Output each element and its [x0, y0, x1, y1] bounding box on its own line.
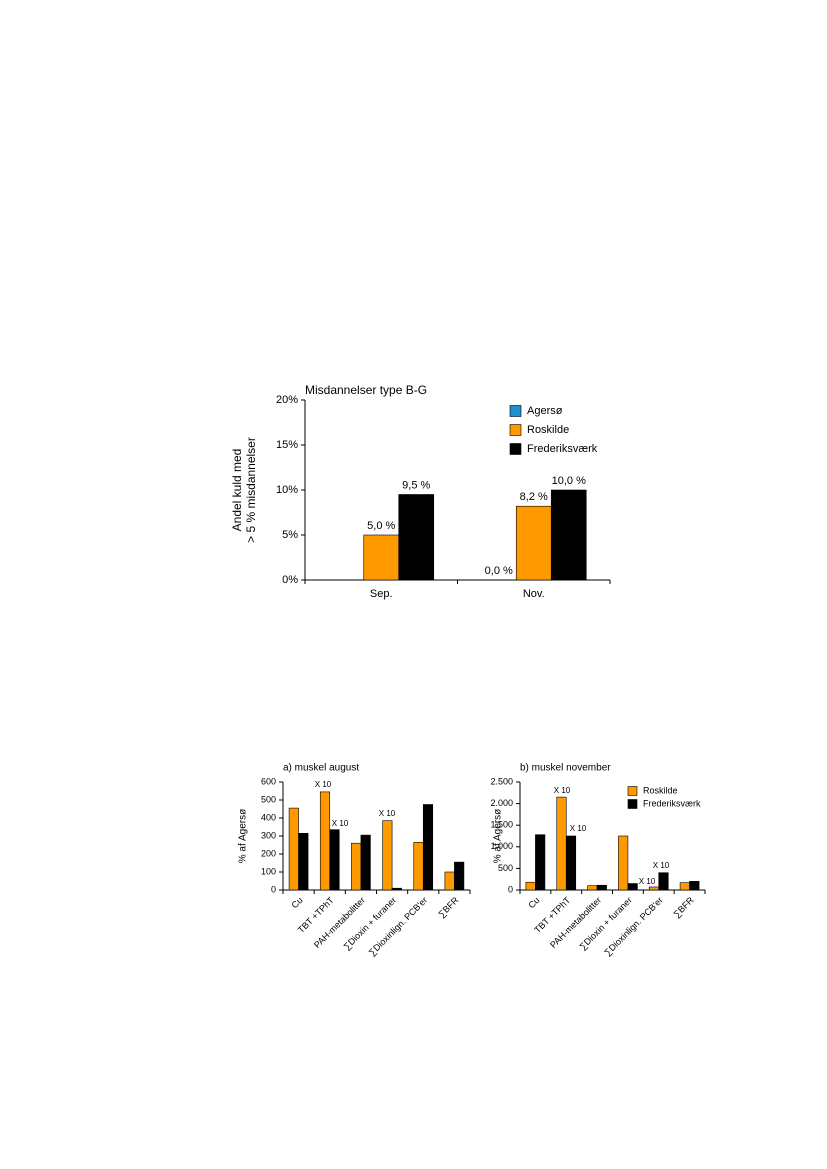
legend-label: Roskilde — [643, 785, 678, 795]
value-label: 0,0 % — [485, 565, 513, 577]
y-tick-label: 200 — [261, 848, 276, 858]
bar — [679, 882, 690, 891]
y-tick-label: 2.000 — [490, 798, 513, 808]
chart: b) muskel november % af Agersø 0 500 1.000 1.… — [490, 763, 706, 958]
y-tick-label: 5% — [282, 529, 298, 541]
bar — [382, 820, 393, 891]
legend-label: Roskilde — [527, 424, 569, 436]
chart-title: Misdannelser type B-G — [305, 383, 427, 397]
value-label: 8,2 % — [520, 491, 548, 503]
legend-label: Frederiksværk — [643, 798, 701, 808]
y-tick-label: 500 — [498, 863, 513, 873]
x-tick-label: ∑BFR — [436, 895, 461, 920]
bar — [627, 883, 638, 891]
legend-swatch — [627, 786, 638, 796]
y-tick-label: 20% — [276, 394, 298, 406]
y-tick-label: 2.500 — [490, 776, 513, 786]
value-label: 5,0 % — [367, 520, 395, 532]
bar — [288, 807, 299, 891]
x-tick-label: ∑Dioxin + furaner — [577, 895, 634, 952]
annotation: X 10 — [379, 809, 396, 818]
legend-label: Frederiksværk — [527, 443, 598, 455]
bar — [391, 887, 402, 891]
y-tick-label: 500 — [261, 794, 276, 804]
value-label: 10,0 % — [552, 475, 586, 487]
chart-title: a) muskel august — [283, 763, 359, 774]
chart-title: b) muskel november — [520, 763, 611, 774]
bar — [454, 861, 465, 891]
bar — [515, 505, 552, 581]
y-tick-label: 10% — [276, 484, 298, 496]
annotation: X 10 — [332, 819, 349, 828]
bar — [565, 835, 577, 891]
chart: Misdannelser type B-G Andel kuld med > 5 %… — [230, 383, 611, 600]
y-axis-label: Andel kuld med — [230, 449, 244, 532]
y-tick-label: 0 — [271, 884, 276, 894]
x-tick-label: Cu — [289, 895, 304, 910]
y-tick-label: 600 — [261, 776, 276, 786]
bar — [413, 841, 424, 891]
bar — [363, 534, 400, 581]
bar — [525, 881, 536, 891]
bar — [360, 834, 371, 891]
bar — [658, 872, 669, 891]
bar — [618, 835, 629, 891]
y-tick-label: 15% — [276, 439, 298, 451]
chart: a) muskel august % af Agersø 0 100 200 300 400… — [238, 763, 471, 958]
bar — [398, 494, 435, 581]
y-axis-label: % af Agersø — [493, 809, 504, 863]
bar — [319, 791, 331, 891]
x-tick-label: ∑BFR — [671, 895, 696, 920]
annotation: X 10 — [653, 861, 670, 870]
bar — [689, 881, 700, 891]
bar — [587, 885, 598, 891]
legend-swatch — [509, 405, 522, 417]
bar — [648, 886, 660, 891]
x-tick-label: Sep. — [370, 588, 393, 600]
legend-label: Agersø — [527, 405, 563, 417]
y-tick-label: 300 — [261, 830, 276, 840]
x-tick-label: ∑Dioxinlign. PCB'er — [602, 895, 665, 958]
y-tick-label: 0% — [282, 574, 298, 586]
y-tick-label: 100 — [261, 866, 276, 876]
x-tick-label: Nov. — [523, 588, 545, 600]
y-tick-label: 0 — [508, 884, 513, 894]
x-tick-label: ∑Dioxinlign. PCB'er — [367, 895, 430, 958]
x-tick-label: Cu — [526, 895, 541, 910]
bar — [550, 489, 587, 581]
legend-swatch — [627, 799, 638, 809]
bar — [556, 796, 567, 891]
y-tick-label: 1.000 — [490, 841, 513, 851]
annotation: X 10 — [570, 824, 587, 833]
bar — [351, 842, 362, 891]
annotation: X 10 — [554, 786, 571, 795]
y-tick-label: 400 — [261, 812, 276, 822]
legend-swatch — [509, 424, 522, 436]
bar — [535, 834, 546, 891]
y-tick-label: 1.500 — [490, 820, 513, 830]
annotation: X 10 — [315, 780, 332, 789]
legend-swatch — [509, 443, 522, 455]
annotation: X 10 — [639, 877, 656, 886]
bar — [422, 804, 434, 891]
bar — [329, 829, 340, 891]
y-axis-label: > 5 % misdannelser — [244, 437, 258, 543]
x-tick-label: ∑Dioxin + furaner — [341, 895, 398, 952]
bar — [596, 884, 607, 891]
bar — [444, 871, 455, 891]
y-axis-label: % af Agersø — [238, 809, 249, 863]
bar — [298, 832, 309, 891]
value-label: 9,5 % — [402, 479, 430, 491]
